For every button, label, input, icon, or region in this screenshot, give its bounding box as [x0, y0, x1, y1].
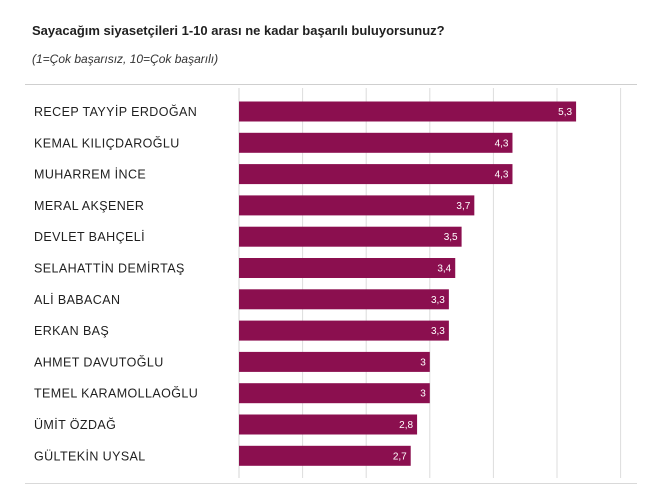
value-label: 3: [420, 389, 426, 400]
value-label: 5,3: [558, 107, 572, 118]
category-label: DEVLET BAHÇELİ: [34, 230, 145, 244]
bar: [239, 383, 430, 404]
category-label: ERKAN BAŞ: [34, 324, 109, 338]
value-label: 4,3: [495, 170, 509, 181]
category-label: RECEP TAYYİP ERDOĞAN: [34, 104, 197, 119]
value-label: 2,8: [399, 420, 413, 431]
bar: [239, 132, 513, 153]
category-label: GÜLTEKİN UYSAL: [34, 449, 146, 463]
value-label: 3,3: [431, 295, 445, 306]
bar: [239, 414, 418, 435]
category-label: KEMAL KILIÇDAROĞLU: [34, 135, 180, 150]
chart-title: Sayacağım siyasetçileri 1-10 arası ne ka…: [32, 23, 445, 38]
value-label: 2,7: [393, 451, 407, 462]
category-label: ÜMİT ÖZDAĞ: [34, 417, 116, 432]
value-label: 3: [420, 357, 426, 368]
value-label: 3,7: [456, 201, 470, 212]
bar: [239, 226, 462, 247]
bar: [239, 258, 456, 278]
bar: [239, 195, 475, 216]
bottom-divider: [25, 483, 637, 484]
value-label: 3,4: [437, 264, 451, 275]
category-label: MERAL AKŞENER: [34, 199, 144, 213]
value-label: 3,3: [431, 326, 445, 337]
bar: [239, 445, 411, 466]
value-label: 4,3: [495, 138, 509, 149]
bar: [239, 101, 577, 122]
bar: [239, 164, 513, 185]
top-divider: [25, 84, 637, 85]
category-label: TEMEL KARAMOLLAOĞLU: [34, 386, 198, 401]
category-label: AHMET DAVUTOĞLU: [34, 354, 164, 369]
value-label: 3,5: [444, 232, 458, 243]
category-label: MUHARREM İNCE: [34, 168, 146, 182]
bar: [239, 289, 449, 310]
bar: [239, 320, 449, 341]
chart-subtitle: (1=Çok başarısız, 10=Çok başarılı): [32, 52, 219, 66]
category-label: SELAHATTİN DEMİRTAŞ: [34, 262, 185, 276]
category-label: ALİ BABACAN: [34, 293, 120, 307]
bar: [239, 351, 430, 372]
